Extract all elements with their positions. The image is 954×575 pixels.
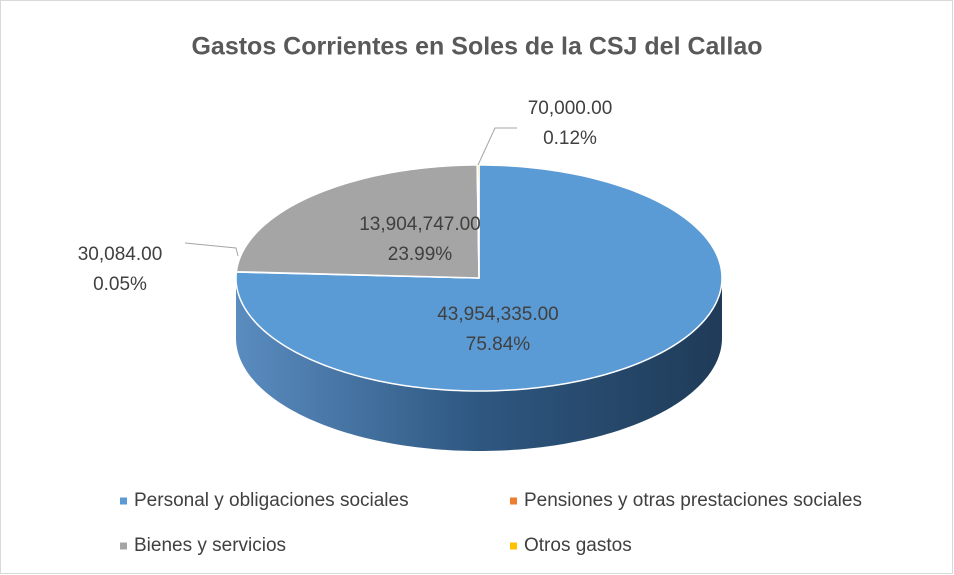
- value-label: 70,000.00: [528, 98, 613, 119]
- percent-label: 0.05%: [93, 274, 147, 295]
- pie: [235, 164, 723, 451]
- slice: [235, 164, 480, 279]
- percent-label: 23.99%: [388, 244, 453, 265]
- value-label: 43,954,335.00: [437, 304, 559, 325]
- legend-label: Otros gastos: [524, 535, 632, 556]
- legend-label: Personal y obligaciones sociales: [134, 490, 409, 511]
- leader-line: [184, 242, 239, 257]
- data-labels: 43,954,335.00 75.84% 30,084.00 0.05% 13,904,…: [78, 98, 613, 355]
- value-label: 13,904,747.00: [359, 214, 481, 235]
- chart-title: Gastos Corrientes en Soles de la CSJ del…: [191, 33, 762, 61]
- legend-swatch: [510, 497, 517, 505]
- value-label: 30,084.00: [78, 244, 163, 265]
- legend-label: Bienes y servicios: [134, 535, 286, 556]
- legend-swatch: [120, 542, 127, 550]
- legend-swatch: [510, 542, 517, 550]
- leader-line: [477, 127, 517, 166]
- legend-swatch: [120, 497, 127, 505]
- percent-label: 0.12%: [543, 128, 597, 149]
- slice-side: [236, 278, 722, 451]
- legend-label: Pensiones y otras prestaciones sociales: [524, 490, 862, 511]
- percent-label: 75.84%: [466, 334, 531, 355]
- legend: Personal y obligaciones sociales Pensione…: [120, 490, 862, 556]
